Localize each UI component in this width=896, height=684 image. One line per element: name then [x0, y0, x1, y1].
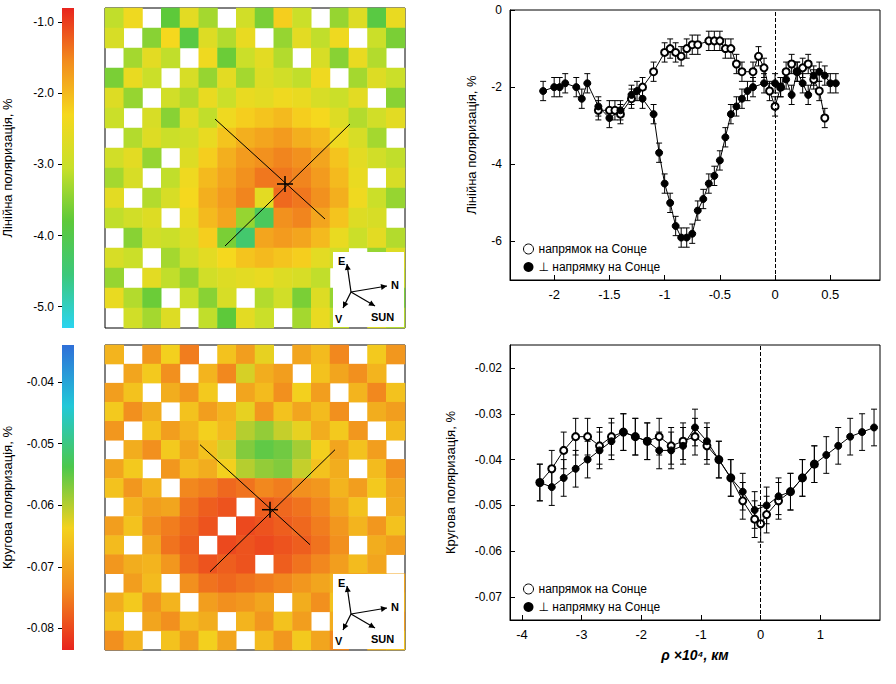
svg-text:Кругова поляризація, %: Кругова поляризація, % [443, 411, 458, 554]
svg-text:-3: -3 [576, 627, 588, 642]
svg-text:напрямок на Сонце: напрямок на Сонце [539, 242, 648, 256]
svg-text:-0.04: -0.04 [27, 375, 55, 389]
svg-text:0: 0 [771, 287, 778, 302]
svg-text:Кругова поляризація, %: Кругова поляризація, % [0, 426, 15, 569]
svg-text:-0.07: -0.07 [475, 590, 503, 604]
svg-text:напрямок на Сонце: напрямок на Сонце [539, 582, 648, 596]
svg-text:ρ ×10⁴, км: ρ ×10⁴, км [660, 647, 729, 663]
svg-text:-0.03: -0.03 [475, 407, 503, 421]
svg-text:-0.06: -0.06 [27, 498, 55, 512]
svg-text:N: N [391, 601, 399, 613]
svg-text:-1.0: -1.0 [33, 15, 54, 29]
svg-text:-4: -4 [516, 627, 528, 642]
svg-text:E: E [338, 577, 345, 589]
svg-text:-0.05: -0.05 [475, 498, 503, 512]
svg-text:-3.0: -3.0 [33, 157, 54, 171]
svg-text:-4: -4 [491, 157, 502, 171]
svg-text:E: E [338, 255, 345, 267]
svg-text:-0.02: -0.02 [475, 361, 503, 375]
svg-text:V: V [335, 313, 343, 325]
svg-text:Лінійна поляризація, %: Лінійна поляризація, % [464, 75, 479, 215]
svg-text:0: 0 [757, 627, 764, 642]
svg-text:-0.06: -0.06 [475, 544, 503, 558]
svg-text:-0.07: -0.07 [27, 560, 55, 574]
svg-text:-2: -2 [548, 287, 560, 302]
svg-text:SUN: SUN [371, 633, 394, 645]
svg-text:⊥ напрямку на Сонце: ⊥ напрямку на Сонце [539, 260, 661, 274]
svg-text:0.5: 0.5 [821, 287, 839, 302]
svg-text:-0.05: -0.05 [27, 437, 55, 451]
svg-text:0: 0 [495, 3, 502, 17]
svg-text:-2: -2 [636, 627, 648, 642]
svg-text:⊥ напрямку на Сонце: ⊥ напрямку на Сонце [539, 600, 661, 614]
svg-text:-4.0: -4.0 [33, 229, 54, 243]
svg-text:-1: -1 [695, 627, 707, 642]
svg-text:-6: -6 [491, 234, 502, 248]
svg-text:-2: -2 [491, 80, 502, 94]
svg-text:-1: -1 [659, 287, 671, 302]
svg-text:1: 1 [817, 627, 824, 642]
svg-text:Лінійна поляризація, %: Лінійна поляризація, % [0, 98, 15, 238]
svg-text:-1.5: -1.5 [598, 287, 620, 302]
svg-text:-0.5: -0.5 [709, 287, 731, 302]
svg-text:V: V [335, 635, 343, 647]
svg-text:N: N [391, 279, 399, 291]
svg-text:-0.04: -0.04 [475, 453, 503, 467]
svg-text:-5.0: -5.0 [33, 300, 54, 314]
svg-text:-0.08: -0.08 [27, 621, 55, 635]
svg-text:-2.0: -2.0 [33, 86, 54, 100]
svg-text:SUN: SUN [371, 311, 394, 323]
